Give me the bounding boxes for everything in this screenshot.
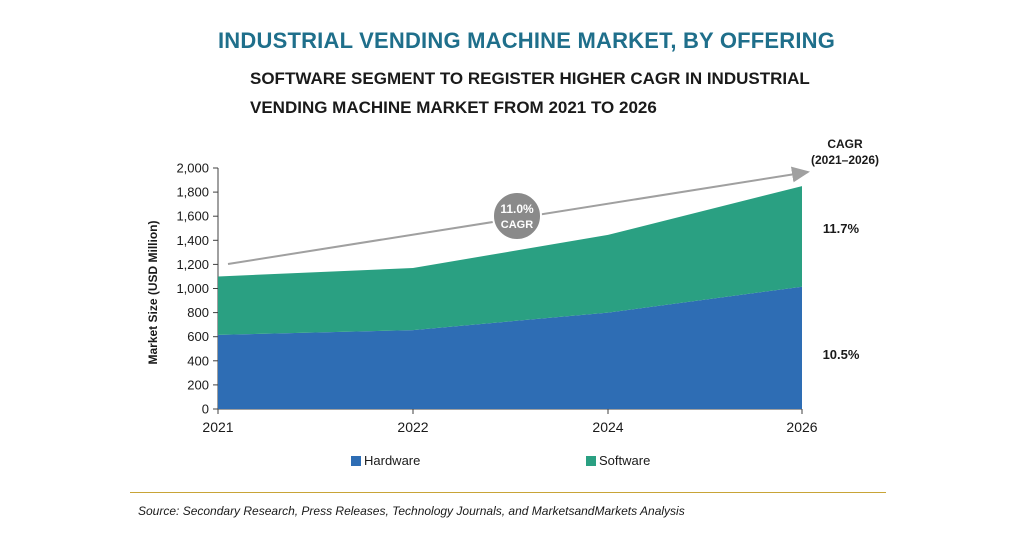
divider [130, 492, 886, 493]
annotations: 11.0% CAGR CAGR (2021–2026) 10.5% 11.7% [227, 137, 879, 362]
legend-label-software: Software [599, 453, 650, 468]
y-axis: 0 200 400 600 800 1,000 1,200 1,400 1,600 1,800 2,… [146, 161, 219, 417]
chart-title: INDUSTRIAL VENDING MACHINE MARKET, BY OF… [218, 28, 836, 53]
x-axis: 2021 2022 2024 2026 [202, 408, 818, 435]
y-tick-label: 1,200 [176, 257, 209, 272]
cagr-software: 11.7% [823, 221, 860, 236]
cagr-period: (2021–2026) [811, 153, 879, 167]
chart-areas [218, 186, 802, 409]
chart-subtitle: SOFTWARE SEGMENT TO REGISTER HIGHER CAGR… [250, 69, 810, 117]
y-tick-label: 600 [187, 329, 209, 344]
y-tick-label: 1,400 [176, 233, 209, 248]
y-tick-label: 1,800 [176, 185, 209, 200]
cagr-badge-label: CAGR [501, 219, 533, 231]
area-software [218, 186, 802, 335]
legend-swatch-software [586, 456, 596, 466]
y-tick-label: 400 [187, 353, 209, 368]
cagr-header: CAGR [827, 137, 863, 151]
y-tick-label: 2,000 [176, 161, 209, 176]
legend-label-hardware: Hardware [364, 453, 420, 468]
cagr-badge-value: 11.0% [500, 202, 534, 216]
y-tick-label: 800 [187, 305, 209, 320]
cagr-badge [492, 191, 542, 241]
area-hardware [218, 286, 802, 409]
x-tick-label: 2024 [592, 419, 623, 435]
legend: Hardware Software [351, 453, 650, 468]
x-tick-label: 2022 [397, 419, 428, 435]
x-tick-label: 2021 [202, 419, 233, 435]
y-tick-label: 1,600 [176, 209, 209, 224]
area-chart: 0 200 400 600 800 1,000 1,200 1,400 1,600 1,800 2,… [146, 137, 879, 468]
x-tick-label: 2026 [786, 419, 817, 435]
y-tick-label: 200 [187, 377, 209, 392]
y-tick-label: 0 [202, 402, 209, 417]
legend-swatch-hardware [351, 456, 361, 466]
source-note: Source: Secondary Research, Press Releas… [138, 504, 685, 518]
y-tick-label: 1,000 [176, 281, 209, 296]
cagr-hardware: 10.5% [823, 347, 860, 362]
y-axis-label: Market Size (USD Million) [146, 220, 160, 364]
